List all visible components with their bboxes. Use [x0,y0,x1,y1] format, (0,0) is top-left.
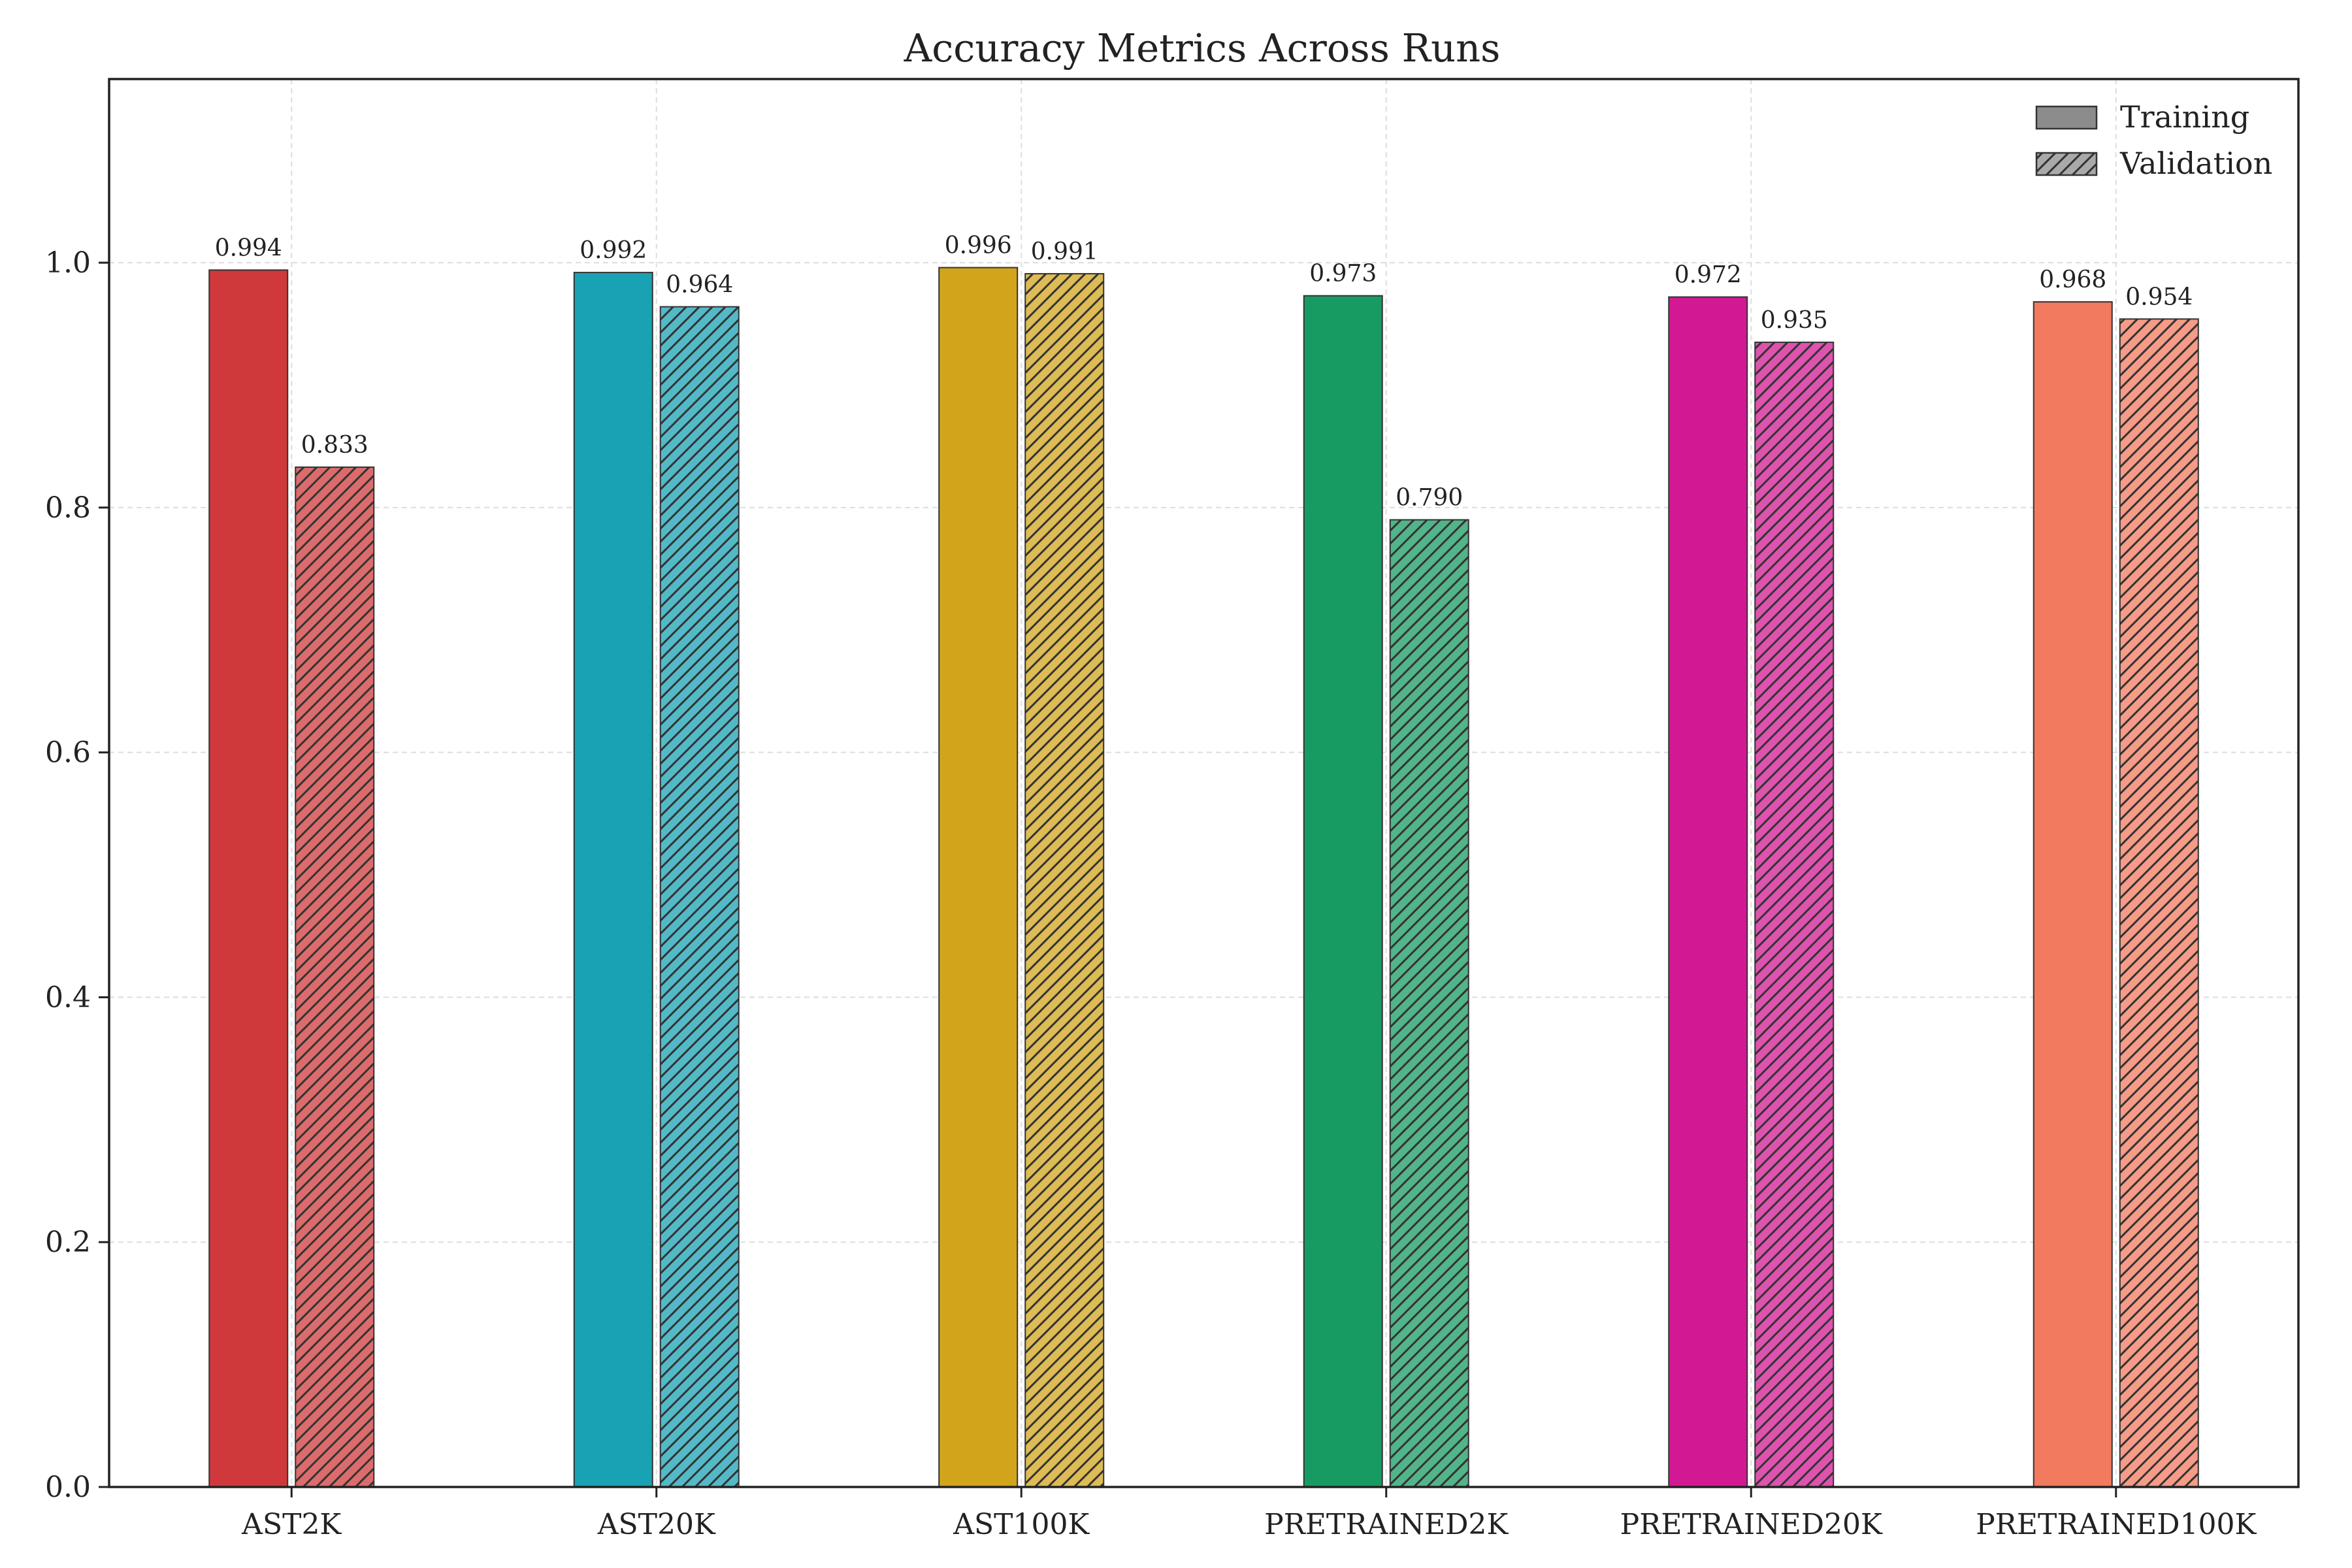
legend-swatch-validation [2035,152,2098,176]
y-tick-label: 0.2 [45,1226,91,1259]
bar-validation-ast100k [1024,272,1105,1488]
data-label: 0.996 [945,233,1012,259]
bar-training-pretrained20k [1668,296,1748,1488]
data-label: 0.954 [2125,284,2193,310]
x-tick-label: PRETRAINED100K [1976,1508,2257,1541]
legend-label-validation: Validation [2119,146,2272,181]
data-label: 0.790 [1396,485,1463,512]
y-tick-label: 0.8 [45,491,91,525]
data-label: 0.833 [301,432,368,459]
data-label: 0.992 [580,237,647,264]
bars [208,267,2199,1488]
data-label: 0.973 [1309,261,1377,287]
plot-frame [108,78,2300,1488]
data-label: 0.994 [215,235,282,261]
y-tick-label: 1.0 [45,246,91,280]
legend-label-training: Training [2120,99,2249,135]
y-tick-label: 0.6 [45,736,91,770]
x-tick-label: AST20K [597,1508,716,1541]
bar-validation-ast20k [659,306,740,1488]
bar-training-ast2k [208,269,289,1488]
grid-lines [109,79,2298,1488]
data-label: 0.935 [1761,307,1828,334]
x-tick-label: AST2K [241,1508,342,1541]
chart-title: Accuracy Metrics Across Runs [904,25,1501,71]
bar-validation-pretrained20k [1754,341,1835,1488]
data-label: 0.964 [666,272,733,299]
x-tick-label: PRETRAINED20K [1620,1508,1883,1541]
bar-training-pretrained100k [2033,301,2113,1488]
bar-training-ast20k [573,272,653,1488]
bar-validation-pretrained100k [2119,318,2199,1488]
bar-validation-ast2k [295,466,375,1488]
data-label: 0.991 [1031,238,1098,265]
bar-training-ast100k [938,267,1019,1488]
x-tick-label: PRETRAINED2K [1264,1508,1509,1541]
bar-training-pretrained2k [1303,295,1383,1488]
legend-swatch-training [2035,105,2098,130]
data-label: 0.972 [1674,262,1742,289]
data-labels: 0.994 0.992 0.996 0.973 0.972 0.968 0.833 0.964… [215,233,2193,512]
y-tick-label: 0.4 [45,981,91,1014]
bar-validation-pretrained2k [1389,519,1469,1488]
y-tick-label: 0.0 [45,1471,91,1504]
data-label: 0.968 [2039,267,2106,293]
x-tick-label: AST100K [953,1508,1090,1541]
axes: 0.0 0.2 0.4 0.6 0.8 1.0 AST2K AST20K AST100K PRET… [45,78,2300,1541]
legend: Training Validation [2035,99,2272,181]
